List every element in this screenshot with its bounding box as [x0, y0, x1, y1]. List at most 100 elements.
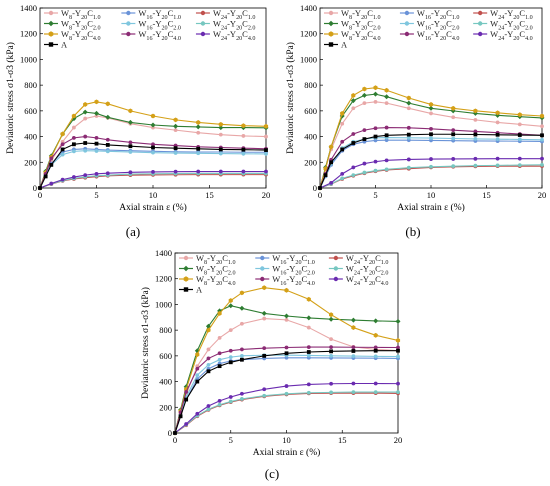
data-point — [329, 144, 334, 150]
data-point — [351, 106, 356, 111]
data-point — [94, 135, 99, 140]
data-point — [323, 173, 328, 178]
data-point — [473, 156, 478, 161]
data-point — [195, 379, 200, 384]
data-point — [218, 151, 223, 156]
data-point — [49, 162, 54, 167]
x-tick-label: 0 — [318, 190, 322, 200]
data-point — [362, 128, 367, 133]
data-point — [48, 10, 54, 16]
legend-label: W16-Y20C2.0 — [272, 264, 315, 277]
data-point — [473, 163, 478, 168]
data-point — [329, 337, 333, 342]
data-point — [264, 152, 268, 156]
data-point — [395, 338, 401, 343]
legend-label: W24-Y20C2.0 — [490, 19, 533, 32]
data-point — [195, 411, 200, 416]
y-tick-label: 1200 — [155, 274, 172, 284]
data-point — [306, 390, 311, 395]
data-point — [240, 397, 244, 401]
series-line — [319, 164, 543, 189]
series-line — [174, 392, 399, 434]
x-axis-label: Axial strain ε (%) — [119, 202, 187, 213]
data-point — [361, 92, 367, 98]
legend-label: A — [61, 40, 68, 50]
data-point — [373, 345, 378, 350]
data-point — [82, 109, 88, 115]
data-point — [373, 126, 378, 131]
legend-label: W16-Y20C4.0 — [272, 274, 315, 287]
legend-label: W8-Y20C2.0 — [196, 264, 236, 277]
series-a — [173, 348, 400, 435]
data-point — [396, 390, 400, 395]
y-tick-label: 200 — [304, 157, 317, 167]
data-point — [451, 115, 456, 120]
data-point — [539, 113, 545, 119]
data-point — [384, 158, 389, 163]
data-point — [261, 310, 267, 316]
data-point — [262, 346, 267, 351]
series-w24-y20c2-0 — [318, 162, 544, 190]
data-point — [318, 186, 322, 190]
data-point — [126, 21, 131, 26]
data-point — [477, 21, 483, 26]
y-tick-label: 400 — [304, 132, 317, 142]
data-point — [240, 391, 244, 396]
data-point — [428, 102, 434, 107]
data-point — [284, 317, 289, 322]
legend-label: W16-Y20C2.0 — [417, 19, 460, 32]
data-point — [183, 255, 189, 261]
legend-label: W24-Y20C2.0 — [346, 264, 389, 277]
data-point — [396, 348, 400, 353]
series-line — [319, 139, 543, 189]
x-tick-label: 20 — [538, 190, 547, 200]
data-point — [340, 139, 345, 144]
panel-label-c: (c) — [265, 466, 279, 481]
y-tick-label: 800 — [24, 80, 37, 90]
series-line — [39, 170, 266, 189]
data-point — [49, 181, 54, 186]
data-point — [473, 136, 478, 141]
data-point — [396, 354, 400, 359]
data-point — [329, 349, 333, 354]
legend-label: W8-Y20C1.0 — [196, 253, 236, 266]
legend-item-w24-y20c2-0: W24-Y20C2.0 — [328, 264, 389, 277]
data-point — [105, 171, 110, 176]
legend-item-w24-y20c1-0: W24-Y20C1.0 — [328, 253, 388, 266]
series-line — [174, 391, 398, 434]
data-point — [206, 347, 211, 352]
legend-item-w8-y20c4-0: W8-Y20C4.0 — [179, 274, 236, 287]
legend-item-w16-y20c2-0: W16-Y20C2.0 — [121, 19, 181, 32]
data-point — [451, 136, 456, 141]
y-tick-label: 1000 — [155, 299, 172, 309]
legend-item-w24-y20c4-0: W24-Y20C4.0 — [328, 274, 388, 287]
data-point — [429, 164, 433, 169]
data-point — [218, 147, 223, 152]
data-point — [406, 106, 411, 111]
legend-label: W8-Y20C4.0 — [196, 274, 236, 287]
data-point — [350, 98, 356, 104]
legend-item-w16-y20c1-0: W16-Y20C1.0 — [255, 253, 315, 266]
data-point — [351, 173, 356, 178]
data-point — [206, 407, 211, 412]
x-tick-label: 15 — [205, 190, 214, 200]
data-point — [284, 313, 289, 319]
data-point — [241, 151, 246, 156]
data-point — [150, 122, 156, 128]
data-point — [217, 364, 222, 369]
x-tick-label: 10 — [282, 435, 291, 445]
data-point — [373, 85, 378, 91]
data-point — [72, 125, 76, 130]
data-point — [260, 276, 265, 282]
data-point — [94, 99, 99, 105]
data-point — [196, 120, 201, 125]
data-point — [373, 354, 378, 359]
series-line — [39, 148, 266, 189]
data-point — [196, 151, 201, 156]
data-point — [329, 381, 333, 386]
data-point — [284, 287, 289, 293]
data-point — [206, 356, 211, 361]
data-point — [517, 137, 522, 142]
data-point — [151, 170, 155, 174]
